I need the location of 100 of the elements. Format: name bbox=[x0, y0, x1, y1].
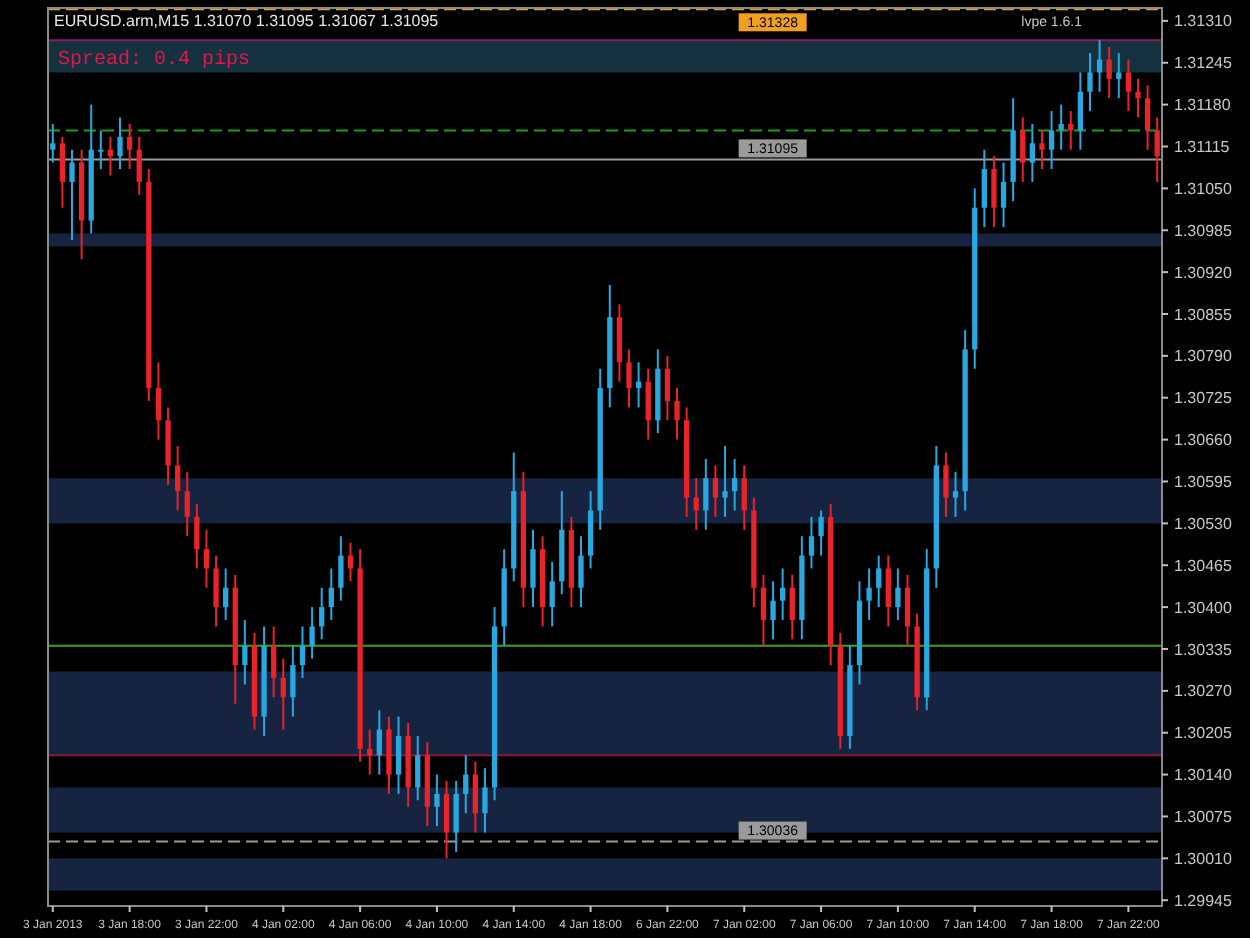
candlestick bbox=[808, 515, 815, 570]
candlestick bbox=[587, 490, 594, 570]
candlestick bbox=[722, 445, 728, 518]
candlestick bbox=[578, 535, 584, 609]
y-tick-label: 1.30855 bbox=[1174, 305, 1233, 324]
y-tick-label: 1.31245 bbox=[1174, 54, 1233, 73]
candlestick bbox=[1144, 84, 1151, 151]
candlestick bbox=[1135, 77, 1141, 119]
y-tick-label: 1.30140 bbox=[1174, 766, 1233, 785]
candlestick bbox=[616, 303, 623, 383]
candlestick bbox=[165, 406, 171, 486]
candlestick bbox=[299, 625, 306, 679]
annotation: Spread: 0.4 pips bbox=[58, 48, 251, 72]
candlestick bbox=[703, 457, 709, 531]
y-tick-label: 1.30270 bbox=[1174, 682, 1233, 701]
y-tick-label: 1.30790 bbox=[1174, 347, 1233, 366]
candlestick bbox=[626, 348, 632, 409]
y-tick-label: 1.30205 bbox=[1174, 724, 1233, 743]
y-tick-label: 1.30400 bbox=[1174, 598, 1233, 617]
candlestick bbox=[50, 122, 56, 164]
candlestick bbox=[223, 567, 229, 621]
candlestick bbox=[770, 580, 776, 641]
candlestick bbox=[155, 361, 162, 441]
chart-title: EURUSD.arm,M15 1.31070 1.31095 1.31067 1.31095 bbox=[54, 12, 440, 30]
y-tick-label: 1.31310 bbox=[1174, 12, 1233, 31]
candlestick bbox=[69, 148, 75, 241]
y-tick-label: 1.31050 bbox=[1174, 179, 1233, 198]
candlestick bbox=[338, 535, 344, 602]
candlestick bbox=[1048, 110, 1055, 171]
y-tick-label: 1.30530 bbox=[1174, 514, 1233, 533]
y-tick-label: 1.30725 bbox=[1174, 389, 1233, 408]
candlestick bbox=[530, 528, 536, 609]
candlestick bbox=[290, 644, 296, 718]
candlestick bbox=[981, 148, 987, 229]
y-tick-label: 1.30920 bbox=[1174, 263, 1233, 282]
y-tick-label: 1.31115 bbox=[1174, 138, 1231, 157]
candlestick bbox=[732, 457, 738, 512]
candlestick bbox=[741, 464, 747, 531]
candlestick bbox=[789, 573, 795, 641]
candlestick bbox=[453, 780, 459, 853]
y-tick-label: 1.30335 bbox=[1174, 640, 1233, 659]
candlestick bbox=[1029, 122, 1035, 183]
candlestick bbox=[780, 567, 786, 621]
y-tick-label: 1.29945 bbox=[1174, 891, 1233, 910]
candlestick bbox=[760, 573, 767, 647]
candlestick bbox=[943, 451, 949, 518]
candlestick bbox=[1125, 58, 1132, 113]
candlestick bbox=[991, 155, 997, 229]
y-tick-label: 1.30660 bbox=[1174, 431, 1233, 450]
candlestick bbox=[1087, 52, 1093, 113]
candlestick bbox=[1020, 116, 1026, 183]
candlestick bbox=[175, 445, 181, 512]
candlestick bbox=[952, 470, 959, 518]
candlestick bbox=[184, 470, 190, 538]
candlestick bbox=[472, 760, 478, 834]
candlestick bbox=[818, 509, 824, 557]
candlestick bbox=[376, 709, 382, 776]
candlestick bbox=[1039, 129, 1045, 171]
candlestick bbox=[117, 116, 123, 171]
candlestick bbox=[904, 573, 911, 647]
candlestick bbox=[415, 734, 421, 802]
candlestick bbox=[126, 122, 133, 171]
candlestick bbox=[242, 618, 248, 686]
candlestick bbox=[136, 135, 142, 196]
candlestick bbox=[664, 354, 671, 422]
candlestick bbox=[309, 606, 315, 660]
y-tick-label: 1.31180 bbox=[1174, 96, 1232, 115]
candlestick bbox=[280, 657, 286, 731]
candlestick bbox=[386, 715, 392, 795]
candlestick bbox=[1106, 45, 1112, 100]
candlestick bbox=[443, 780, 450, 860]
candlestick bbox=[482, 767, 488, 834]
candlestick bbox=[549, 561, 555, 628]
candlestick bbox=[1154, 116, 1160, 183]
candlestick bbox=[328, 567, 334, 621]
candlestick bbox=[319, 586, 325, 641]
candlestick bbox=[98, 129, 104, 171]
candlestick bbox=[213, 554, 219, 628]
candlestick bbox=[895, 567, 901, 621]
candlestick bbox=[203, 528, 210, 589]
candlestick bbox=[395, 715, 402, 795]
candlestick bbox=[885, 554, 891, 628]
candlestick bbox=[645, 367, 651, 441]
y-tick-label: 1.30010 bbox=[1174, 849, 1233, 868]
candlestick bbox=[434, 773, 440, 828]
candlestick bbox=[1000, 161, 1007, 229]
y-tick-label: 1.30985 bbox=[1174, 221, 1233, 240]
candlestick bbox=[59, 135, 66, 209]
y-tick-label: 1.30075 bbox=[1174, 808, 1233, 827]
candlestick bbox=[866, 567, 872, 621]
candlestick bbox=[194, 503, 200, 570]
candlestick bbox=[271, 625, 277, 699]
candlestick bbox=[712, 464, 719, 518]
candlestick bbox=[876, 554, 882, 609]
candlestick bbox=[674, 387, 680, 441]
y-tick-label: 1.30465 bbox=[1174, 556, 1233, 575]
candlestick bbox=[1077, 71, 1084, 151]
candlestick bbox=[463, 754, 469, 815]
y-tick-label: 1.30595 bbox=[1174, 473, 1233, 492]
candlestick bbox=[1116, 52, 1122, 100]
